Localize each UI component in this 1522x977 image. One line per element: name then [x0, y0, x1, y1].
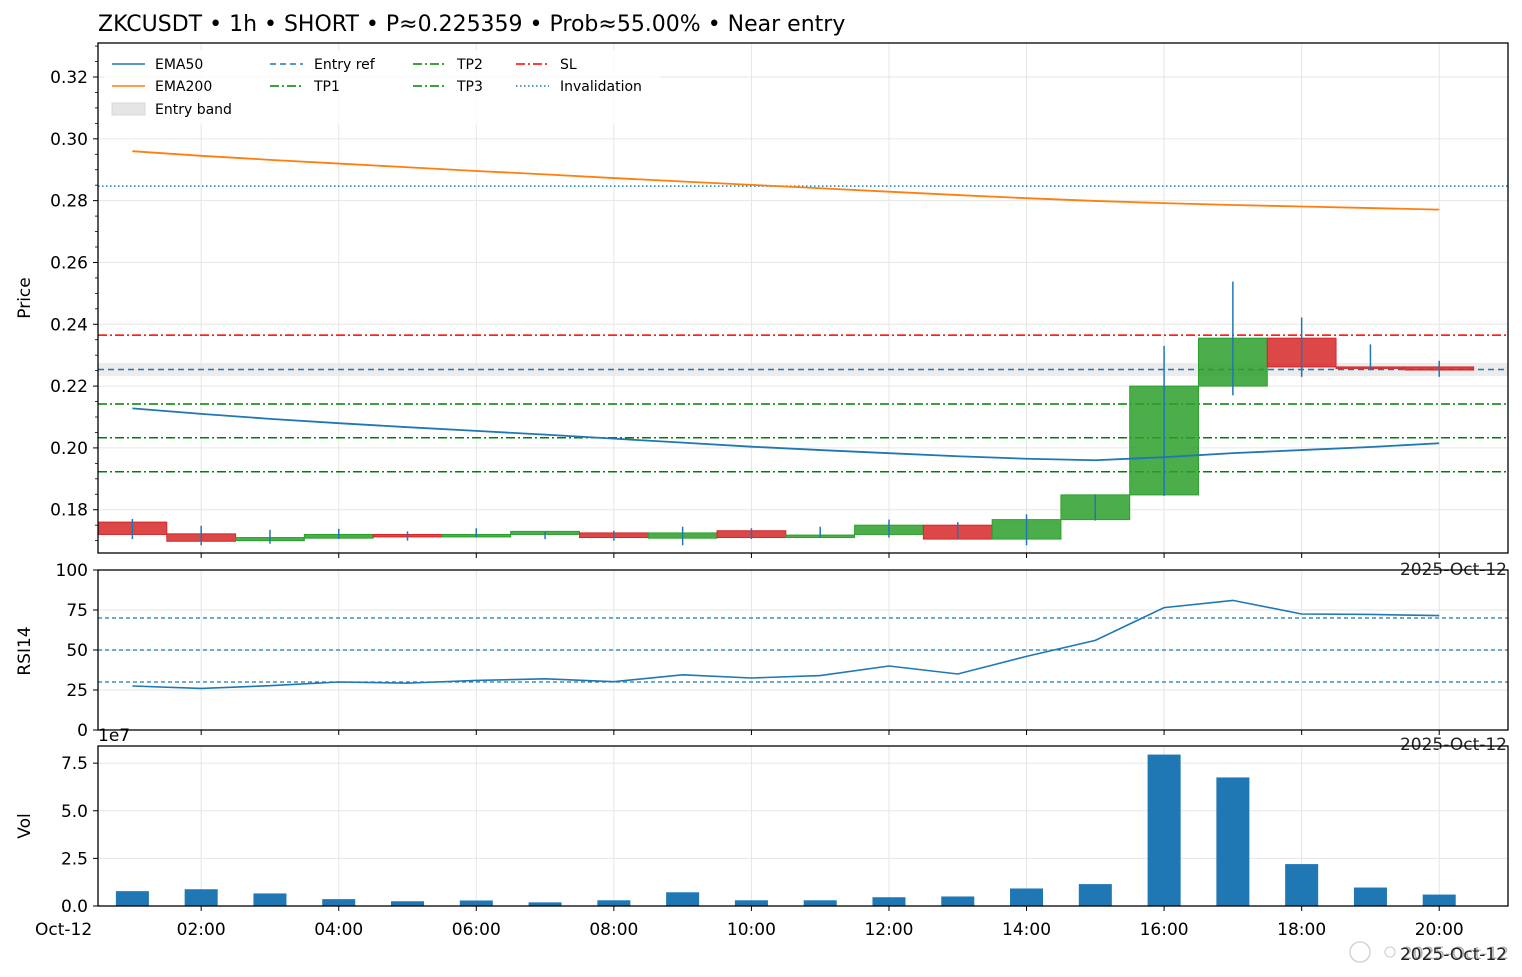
volume-bar	[941, 896, 975, 906]
price-gridlines	[98, 43, 1508, 553]
legend-frame	[104, 50, 660, 124]
legend-label-sl: SL	[560, 57, 577, 73]
chart-title: ZKCUSDT • 1h • SHORT • P≈0.225359 • Prob…	[98, 12, 845, 37]
price-ytick-label: 0.30	[50, 130, 88, 150]
line-ema50	[132, 407, 1440, 462]
legend-label-entry-ref: Entry ref	[314, 57, 376, 73]
xtick-label: 02:00	[177, 920, 226, 940]
volume-axes-frame	[97, 745, 1509, 907]
legend-entry-invalidation: Invalidation	[516, 79, 642, 95]
volume-bar	[1078, 884, 1112, 906]
watermark-text: 2025-Oct-12	[1402, 944, 1509, 964]
volume-bar	[459, 900, 493, 906]
legend-label-invalidation: Invalidation	[560, 79, 642, 95]
xtick-label: 06:00	[452, 920, 501, 940]
volume-ytick-label: 2.5	[61, 849, 88, 869]
volume-axis-ticks: 0.0 2.5 5.0 7.5	[61, 754, 98, 917]
volume-bar	[803, 900, 837, 906]
volume-scale-label: 1e7	[98, 726, 130, 746]
volume-panel: 0.0 2.5 5.0 7.5 Vol 1e7 Oct-12 02:00 04:00 06:…	[15, 726, 1509, 965]
rsi-y-axis-label: RSI14	[15, 626, 35, 675]
legend-entry-sl: SL	[516, 57, 577, 73]
price-axis-ticks: 0.18 0.20 0.22 0.24 0.26 0.28 0.30 0.32	[50, 45, 1440, 558]
volume-bar	[666, 892, 700, 906]
volume-ytick-label: 5.0	[61, 802, 88, 822]
legend-label-entry-band: Entry band	[155, 102, 232, 118]
volume-bar	[872, 897, 906, 906]
volume-bar	[1353, 887, 1387, 906]
price-ytick-label: 0.18	[50, 501, 88, 521]
ema-lines	[132, 150, 1440, 462]
legend-entry-ema50: EMA50	[112, 57, 203, 73]
rsi-line	[132, 599, 1440, 690]
volume-ytick-label: 7.5	[61, 754, 88, 774]
legend-entry-entry-band: Entry band	[111, 102, 232, 118]
legend-label-ema50: EMA50	[155, 57, 203, 73]
watermark-logo-icon-small	[1384, 946, 1396, 958]
legend-label-ema200: EMA200	[155, 79, 212, 95]
volume-bars	[115, 754, 1456, 906]
legend: EMA50 EMA200 Entry band Entry ref TP1 TP…	[104, 50, 660, 124]
price-ytick-label: 0.20	[50, 439, 88, 459]
legend-entry-tp2: TP2	[413, 57, 483, 73]
legend-label-tp3: TP3	[456, 79, 483, 95]
rsi-ytick-label: 75	[66, 601, 88, 621]
rsi-date-label: 2025-Oct-12	[1400, 735, 1507, 755]
legend-label-tp1: TP1	[313, 79, 340, 95]
legend-label-tp2: TP2	[456, 57, 483, 73]
price-y-axis-label: Price	[15, 277, 35, 318]
xtick-label: 08:00	[589, 920, 638, 940]
volume-bar	[597, 900, 631, 906]
rsi-ytick-label: 100	[56, 561, 88, 581]
rsi-panel: 0 25 50 75 100 RSI14 2025-Oct-12	[15, 561, 1509, 755]
xtick-label: 18:00	[1277, 920, 1326, 940]
volume-bar	[322, 899, 356, 906]
rsi-ytick-label: 25	[66, 681, 88, 701]
x-axis-ticks: Oct-12 02:00 04:00 06:00 08:00 10:00 12:00 14:0…	[35, 906, 1464, 940]
rsi-ytick-label: 0	[77, 721, 88, 741]
volume-ytick-label: 0.0	[61, 897, 88, 917]
volume-bar	[1285, 864, 1319, 906]
price-panel: 0.180.200.220.240.260.280.300.32 Price 2…	[15, 42, 1509, 580]
legend-entry-ema200: EMA200	[112, 79, 212, 95]
legend-entry-tp3: TP3	[413, 79, 483, 95]
legend-entry-tp1: TP1	[270, 79, 340, 95]
price-ytick-label: 0.24	[50, 315, 88, 335]
rsi-ytick-label: 50	[66, 641, 88, 661]
rsi-axis-ticks: 0 25 50 75 100	[56, 561, 1440, 741]
price-axes-frame	[97, 42, 1509, 554]
volume-bar	[391, 901, 425, 906]
price-ytick-label: 0.22	[50, 377, 88, 397]
xtick-label: 10:00	[727, 920, 776, 940]
watermark-logo-icon	[1349, 941, 1371, 963]
volume-bar	[1010, 888, 1044, 906]
rsi14-line	[132, 599, 1440, 690]
volume-bar	[184, 889, 218, 906]
line-ema200	[132, 150, 1440, 211]
candles	[97, 281, 1475, 546]
xtick-label: 14:00	[1002, 920, 1051, 940]
xtick-label: 20:00	[1415, 920, 1464, 940]
volume-gridlines	[98, 746, 1508, 907]
volume-y-axis-label: Vol	[15, 813, 35, 838]
volume-bar	[253, 893, 287, 906]
price-ytick-label: 0.28	[50, 192, 88, 212]
volume-date-label: 2025-Oct-12	[1400, 945, 1507, 965]
price-ytick-label: 0.32	[50, 68, 88, 88]
xtick-label: 12:00	[864, 920, 913, 940]
xtick-label: Oct-12	[35, 920, 92, 940]
xtick-label: 04:00	[314, 920, 363, 940]
volume-bar	[1147, 754, 1181, 906]
watermark: 2025-Oct-12	[1349, 941, 1509, 964]
volume-bar	[734, 900, 768, 906]
volume-bar	[1216, 777, 1250, 906]
legend-entry-entry-ref: Entry ref	[270, 57, 376, 73]
price-reference-lines	[98, 185, 1508, 473]
volume-bar	[528, 902, 562, 906]
price-ytick-label: 0.26	[50, 253, 88, 273]
volume-bar	[1422, 894, 1456, 906]
volume-bar	[115, 891, 149, 906]
xtick-label: 16:00	[1140, 920, 1189, 940]
